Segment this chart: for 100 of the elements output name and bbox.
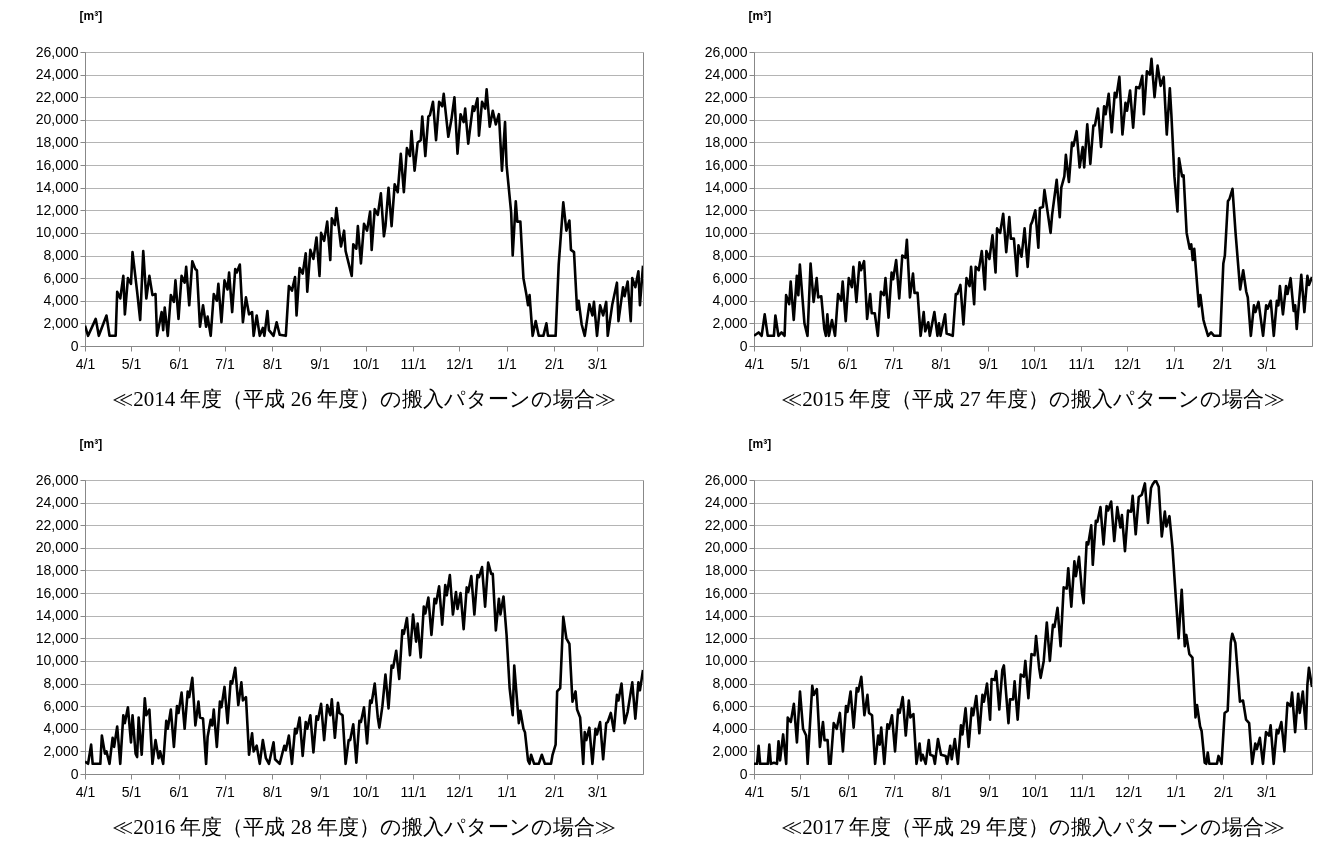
y-tick-label: 2,000 — [712, 314, 748, 331]
x-tick-label: 11/1 — [400, 355, 427, 372]
x-tick-label: 4/1 — [75, 355, 96, 372]
y-tick-label: 24,000 — [35, 66, 79, 83]
y-tick-label: 16,000 — [704, 156, 748, 173]
line-series — [754, 480, 1312, 766]
y-tick-label: 22,000 — [35, 88, 79, 105]
y-tick-label: 18,000 — [35, 561, 79, 578]
y-tick-label: 0 — [70, 765, 79, 782]
x-tick-label: 2/1 — [1213, 783, 1234, 800]
y-tick-label: 24,000 — [704, 494, 748, 511]
y-tick-label: 8,000 — [43, 247, 79, 264]
y-axis-title: [m³] — [748, 8, 772, 23]
y-tick-label: 6,000 — [712, 269, 748, 286]
y-tick-label: 26,000 — [35, 43, 79, 60]
y-tick-label: 4,000 — [43, 720, 79, 737]
y-tick-label: 8,000 — [43, 675, 79, 692]
x-tick-label: 8/1 — [931, 783, 952, 800]
y-tick-label: 0 — [739, 765, 748, 782]
y-tick-label: 20,000 — [35, 539, 79, 556]
x-tick-label: 7/1 — [883, 355, 904, 372]
y-tick-label: 26,000 — [35, 471, 79, 488]
y-tick-label: 4,000 — [712, 292, 748, 309]
text: ≪2016 年度（平成 28 年度）の搬入パターンの場合≫ — [112, 815, 616, 839]
x-tick-label: 1/1 — [497, 355, 518, 372]
x-tick-label: 1/1 — [497, 783, 518, 800]
y-tick-label: 12,000 — [704, 201, 748, 218]
y-tick-label: 24,000 — [704, 66, 748, 83]
x-tick-label: 3/1 — [1256, 783, 1277, 800]
y-tick-label: 22,000 — [35, 516, 79, 533]
x-tick-label: 6/1 — [169, 783, 189, 800]
x-tick-label: 12/1 — [445, 783, 474, 800]
x-tick-label: 2/1 — [544, 783, 565, 800]
y-axis-title: [m³] — [79, 8, 103, 23]
y-tick-label: 26,000 — [704, 471, 748, 488]
x-tick-label: 11/1 — [1069, 783, 1096, 800]
y-tick-label: 14,000 — [704, 607, 748, 624]
y-tick-label: 26,000 — [704, 43, 748, 60]
y-tick-label: 12,000 — [35, 629, 79, 646]
y-tick-label: 20,000 — [704, 539, 748, 556]
y-tick-label: 12,000 — [704, 629, 748, 646]
y-axis-title: [m³] — [79, 436, 103, 451]
y-tick-label: 16,000 — [704, 584, 748, 601]
y-tick-label: 2,000 — [712, 742, 748, 759]
x-tick-label: 1/1 — [1166, 783, 1187, 800]
x-tick-label: 8/1 — [262, 355, 283, 372]
y-tick-label: 18,000 — [704, 133, 748, 150]
x-tick-label: 8/1 — [262, 783, 283, 800]
x-tick-label: 12/1 — [445, 355, 474, 372]
x-tick-label: 12/1 — [1113, 355, 1142, 372]
x-tick-label: 3/1 — [587, 783, 608, 800]
x-tick-label: 6/1 — [169, 355, 189, 372]
y-tick-label: 16,000 — [35, 156, 79, 173]
x-tick-label: 3/1 — [587, 355, 608, 372]
x-tick-label: 5/1 — [121, 355, 142, 372]
y-tick-label: 4,000 — [43, 292, 79, 309]
y-tick-label: 18,000 — [704, 561, 748, 578]
y-tick-label: 0 — [70, 337, 79, 354]
x-tick-label: 10/1 — [352, 355, 380, 372]
x-tick-label: 4/1 — [744, 783, 765, 800]
y-tick-label: 10,000 — [704, 652, 748, 669]
y-axis-title: [m³] — [748, 436, 772, 451]
y-tick-label: 8,000 — [712, 675, 748, 692]
y-tick-label: 0 — [739, 337, 748, 354]
x-tick-label: 9/1 — [310, 783, 330, 800]
y-tick-label: 6,000 — [43, 697, 79, 714]
text: ≪2017 年度（平成 29 年度）の搬入パターンの場合≫ — [781, 815, 1285, 839]
y-tick-label: 12,000 — [35, 201, 79, 218]
y-tick-label: 10,000 — [35, 224, 79, 241]
x-tick-label: 5/1 — [790, 355, 811, 372]
y-tick-label: 4,000 — [712, 720, 748, 737]
x-tick-label: 10/1 — [1020, 355, 1049, 372]
x-tick-label: 11/1 — [1068, 355, 1095, 372]
x-tick-label: 6/1 — [838, 783, 858, 800]
x-tick-label: 6/1 — [838, 355, 858, 372]
y-tick-label: 16,000 — [35, 584, 79, 601]
x-tick-label: 10/1 — [1021, 783, 1049, 800]
y-tick-label: 18,000 — [35, 133, 79, 150]
y-tick-label: 2,000 — [43, 314, 79, 331]
x-tick-label: 7/1 — [884, 783, 904, 800]
x-tick-label: 9/1 — [978, 355, 999, 372]
x-tick-label: 10/1 — [352, 783, 380, 800]
x-tick-label: 5/1 — [121, 783, 142, 800]
x-tick-label: 7/1 — [215, 783, 235, 800]
y-tick-label: 8,000 — [712, 247, 748, 264]
y-tick-label: 20,000 — [704, 111, 748, 128]
x-tick-label: 1/1 — [1165, 355, 1185, 372]
y-tick-label: 24,000 — [35, 494, 79, 511]
x-tick-label: 11/1 — [400, 783, 427, 800]
y-tick-label: 14,000 — [35, 179, 79, 196]
y-tick-label: 10,000 — [35, 652, 79, 669]
x-tick-label: 12/1 — [1114, 783, 1143, 800]
line-series — [85, 561, 643, 766]
x-tick-label: 2/1 — [1212, 355, 1233, 372]
y-tick-label: 2,000 — [43, 742, 79, 759]
y-tick-label: 14,000 — [704, 179, 748, 196]
text: ≪2015 年度（平成 27 年度）の搬入パターンの場合≫ — [781, 387, 1285, 411]
x-tick-label: 4/1 — [744, 355, 765, 372]
x-tick-label: 9/1 — [979, 783, 999, 800]
y-tick-label: 10,000 — [704, 224, 748, 241]
